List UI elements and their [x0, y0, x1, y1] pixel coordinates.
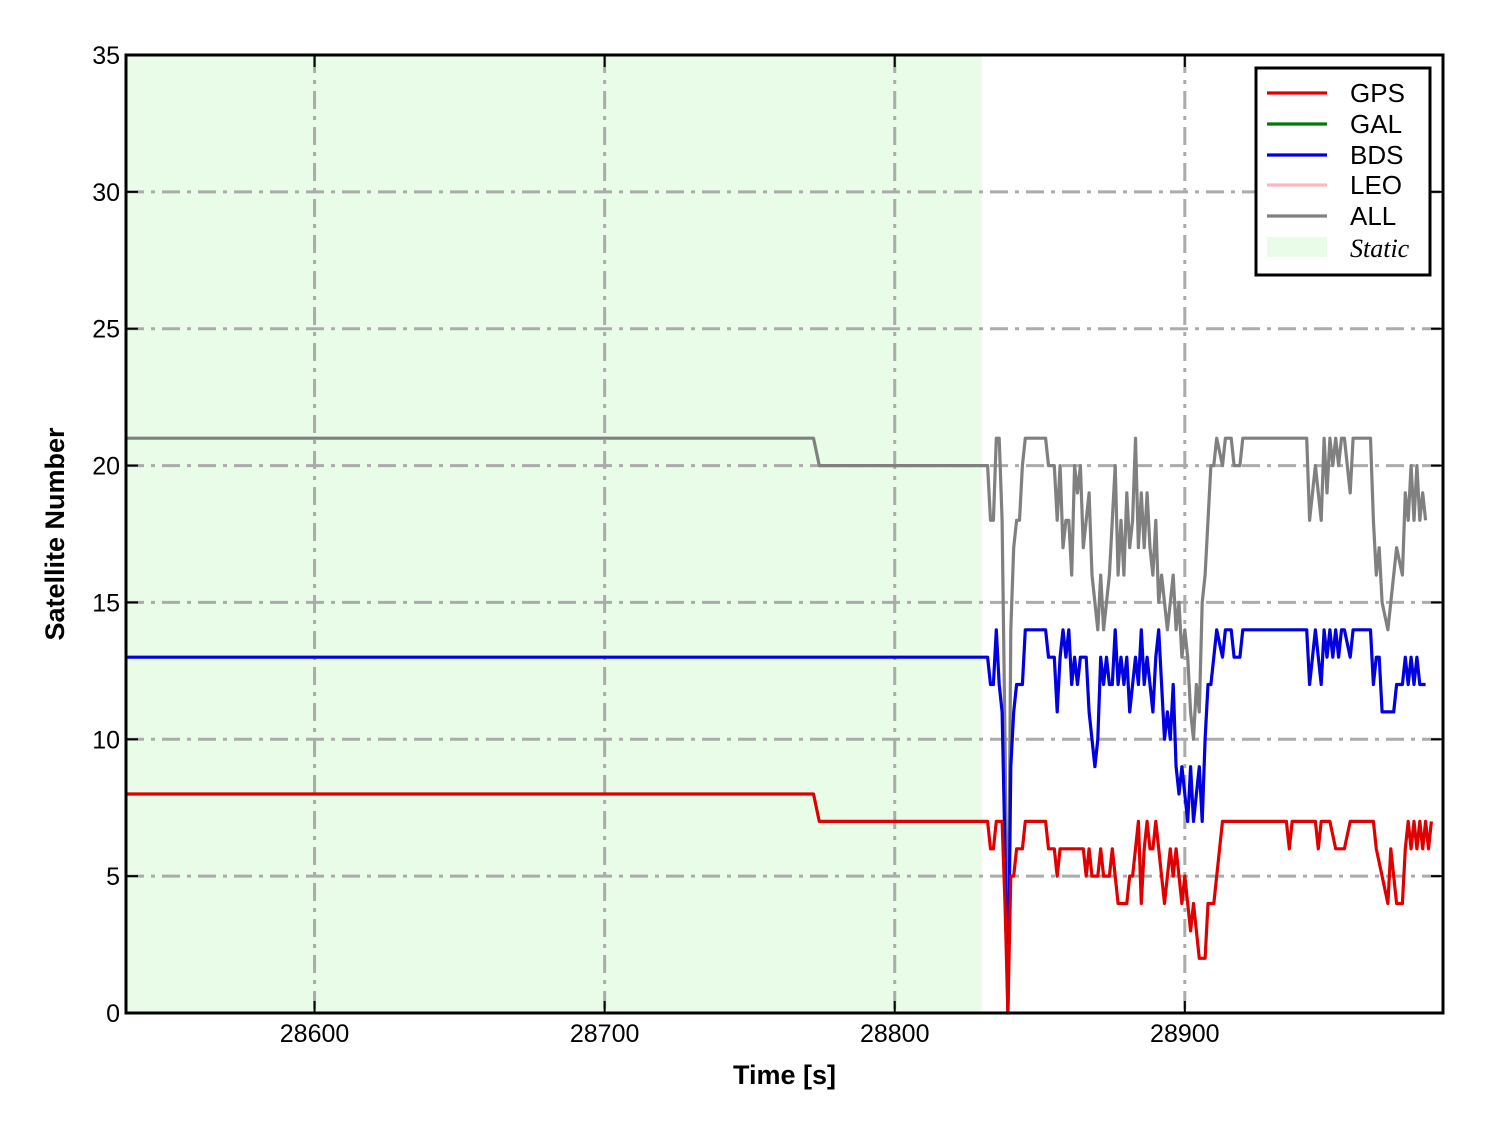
x-axis-title: Time [s]	[733, 1060, 836, 1090]
legend-label-bds: BDS	[1350, 140, 1403, 170]
legend-swatch-static	[1267, 237, 1327, 257]
y-tick-label: 20	[92, 453, 120, 481]
x-tick-label: 28600	[280, 1020, 350, 1048]
grid-lines	[126, 55, 1443, 1013]
y-tick-label: 15	[92, 589, 120, 617]
plot-frame	[124, 53, 1445, 1015]
y-tick-label: 35	[92, 42, 120, 70]
y-tick-label: 0	[106, 1000, 120, 1028]
series-line-gps	[126, 792, 1433, 1015]
legend-label-gps: GPS	[1350, 78, 1405, 108]
y-tick-label: 10	[92, 726, 120, 754]
y-tick-labels: 0 5 10 15 20 25 30 35	[92, 42, 120, 1028]
series-line-all	[126, 436, 1428, 1015]
legend-label-leo: LEO	[1350, 170, 1402, 200]
x-tick-label: 28800	[860, 1020, 930, 1048]
static-region	[126, 55, 982, 1013]
series-layer	[126, 436, 1433, 1015]
legend-label-all: ALL	[1350, 201, 1396, 231]
axis-ticks	[126, 54, 1443, 1014]
x-tick-label: 28700	[570, 1020, 640, 1048]
legend-label-gal: GAL	[1350, 109, 1402, 139]
x-tick-label: 28900	[1150, 1020, 1220, 1048]
series-line-bds	[126, 628, 1426, 1015]
legend-label-static: Static	[1350, 234, 1410, 263]
x-tick-labels: 28600 28700 28800 28900	[280, 1020, 1220, 1048]
y-tick-label: 5	[106, 863, 120, 891]
y-axis-title: Satellite Number	[40, 427, 70, 641]
y-tick-label: 30	[92, 179, 120, 207]
y-tick-label: 25	[92, 316, 120, 344]
